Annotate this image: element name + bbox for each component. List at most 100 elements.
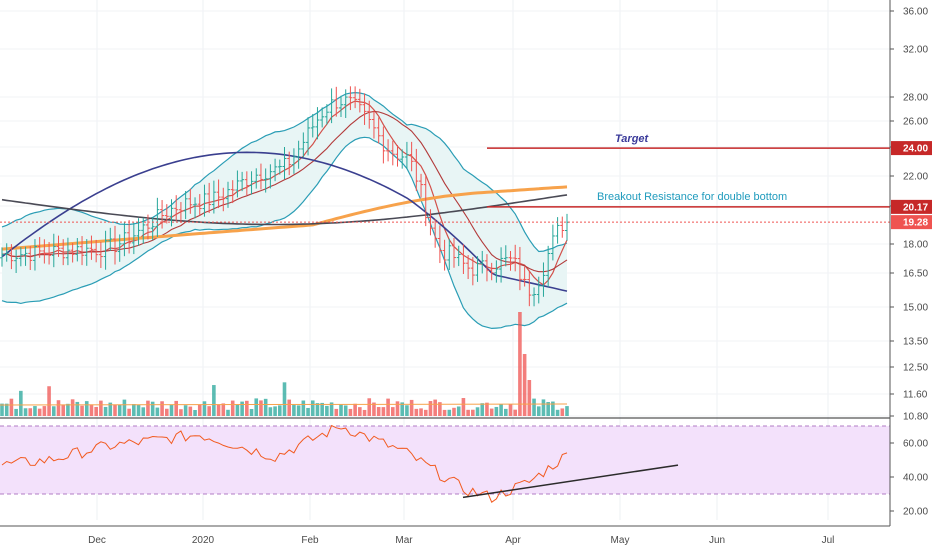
volume-bar xyxy=(527,380,532,416)
price-axis: 36.00 32.00 28.00 26.00 24.00 22.00 20.00 18.00… xyxy=(889,0,932,526)
volume-bar xyxy=(0,403,4,416)
volume-bar xyxy=(103,406,108,416)
volume-bar xyxy=(14,408,18,416)
volume-bar xyxy=(329,402,334,416)
volume-bar xyxy=(503,408,508,416)
volume-bar xyxy=(56,400,61,416)
volume-bar xyxy=(532,398,536,416)
volume-bar xyxy=(555,409,560,416)
volume-bar xyxy=(150,401,155,416)
rsi-trendline xyxy=(462,464,679,499)
volume-bar xyxy=(409,399,414,416)
rsi-tick-label: 40.00 xyxy=(903,473,928,484)
volume-bar xyxy=(334,408,339,416)
volume-bar xyxy=(23,408,28,416)
volume-bar xyxy=(442,409,447,416)
horizontal-levels xyxy=(0,147,890,223)
volume-bar xyxy=(28,408,33,416)
volume-bar xyxy=(456,406,461,416)
volume-bar xyxy=(452,407,456,416)
volume-bar xyxy=(249,408,254,416)
volume-bar xyxy=(80,405,84,416)
volume-bar xyxy=(466,409,470,416)
volume-bar xyxy=(212,385,216,416)
x-tick-label: Mar xyxy=(395,535,413,546)
price-tag-label: 20.17 xyxy=(903,202,928,213)
x-tick-label: Feb xyxy=(301,535,319,546)
volume-bar xyxy=(146,400,150,416)
y-tick-label: 11.60 xyxy=(903,390,928,401)
price-tag xyxy=(891,215,932,230)
volume-bar xyxy=(372,402,376,416)
volume-bar xyxy=(113,404,117,416)
volume-bar xyxy=(423,409,428,416)
volume-bar xyxy=(254,398,259,416)
volume-bar xyxy=(353,403,357,416)
volume-bar xyxy=(296,405,301,416)
volume-bar xyxy=(136,404,141,416)
x-tick-label: Dec xyxy=(88,535,106,546)
volume-bar xyxy=(183,405,188,416)
volume-bar xyxy=(292,405,296,416)
volume-bar xyxy=(235,404,240,416)
bollinger-upper xyxy=(1,91,568,253)
volume-bar xyxy=(518,312,522,416)
volume-bar xyxy=(207,406,211,416)
volume-bar xyxy=(362,409,367,416)
volume-bar xyxy=(179,409,183,416)
x-tick-label: Jun xyxy=(709,535,725,546)
volume-bar xyxy=(414,408,419,416)
volume-bar xyxy=(301,400,306,416)
volume-bar xyxy=(141,407,146,416)
volume-bar xyxy=(240,401,244,416)
price-tag-label: 24.00 xyxy=(903,144,928,155)
volume-bar xyxy=(536,406,541,416)
x-tick-label: Apr xyxy=(505,535,521,546)
volume-bar xyxy=(94,406,98,416)
volume-bar xyxy=(565,406,569,416)
volume-bar xyxy=(160,401,164,416)
x-tick-label: May xyxy=(611,535,630,546)
volume-bar xyxy=(9,398,14,416)
volume-bar xyxy=(306,407,310,416)
bollinger-lower xyxy=(1,136,568,330)
volume-bar xyxy=(405,405,409,416)
volume-bar xyxy=(89,404,94,416)
x-tick-label: 2020 xyxy=(192,535,215,546)
volume-bar xyxy=(390,407,395,416)
volume-bar xyxy=(461,398,466,416)
volume-bar xyxy=(546,402,550,416)
price-tag xyxy=(891,199,932,214)
target-annotation: Target xyxy=(615,133,650,145)
rsi-line xyxy=(1,424,568,503)
bollinger-fill xyxy=(2,92,567,329)
price-tag xyxy=(891,141,932,156)
volume-bar xyxy=(522,354,527,416)
rsi-tick-label: 20.00 xyxy=(903,507,928,518)
volume-bar xyxy=(174,400,179,416)
volume-bar xyxy=(315,403,320,416)
volume-bar xyxy=(193,409,197,416)
volume-bar xyxy=(164,408,169,416)
volume-bar xyxy=(70,399,75,416)
volume-bar xyxy=(117,404,122,416)
volume-bar xyxy=(376,407,381,416)
volume-bar xyxy=(339,404,343,416)
volume-bar xyxy=(127,408,131,416)
volume-bar xyxy=(386,398,390,416)
price-tag-label: 19.28 xyxy=(903,218,928,229)
volume-bar xyxy=(230,400,235,416)
volume-bar xyxy=(325,405,329,416)
volume-bar xyxy=(489,408,494,416)
y-tick-label: 36.00 xyxy=(903,7,928,18)
breakout-annotation: Breakout Resistance for double bottom xyxy=(597,191,787,203)
y-tick-label: 16.50 xyxy=(903,269,928,280)
volume-bar xyxy=(33,406,37,416)
volume-bar xyxy=(499,404,503,416)
volume-bar xyxy=(320,402,324,416)
volume-bar xyxy=(541,399,546,416)
volume-bar xyxy=(132,404,136,416)
rsi-panel xyxy=(0,424,890,503)
y-tick-label: 32.00 xyxy=(903,45,928,56)
